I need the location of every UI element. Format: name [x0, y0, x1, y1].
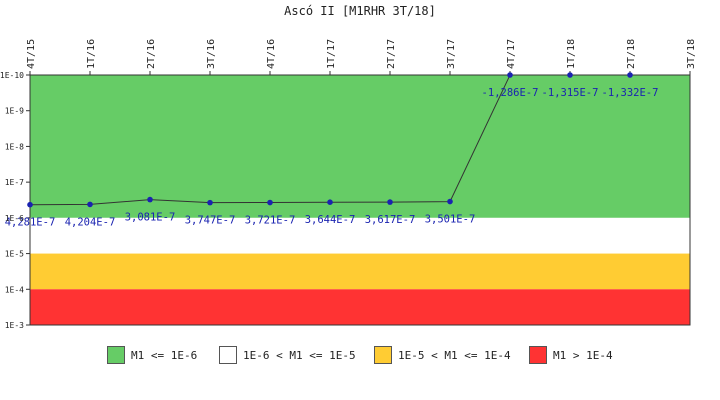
x-tick-label: 1T/18 [566, 39, 577, 69]
data-points [27, 72, 633, 208]
legend-item: 1E-6 < M1 <= 1E-5 [219, 344, 356, 366]
data-point [567, 72, 573, 78]
legend-swatch-yellow [374, 346, 392, 364]
data-point [207, 199, 213, 206]
data-point [327, 199, 333, 205]
data-label: 3,501E-7 [425, 214, 476, 226]
y-tick-label: 1E-3 [5, 321, 24, 330]
x-tick-label: 4T/16 [266, 39, 277, 69]
y-tick-label: 1E-10 [0, 71, 24, 80]
threshold-band [30, 217, 690, 254]
data-point [147, 196, 153, 203]
data-point [627, 72, 633, 78]
x-tick-label: 3T/17 [446, 39, 457, 69]
y-tick-label: 1E-5 [5, 250, 24, 259]
axes [26, 71, 691, 326]
y-tick-label: 1E-8 [5, 142, 24, 151]
threshold-band [30, 289, 690, 325]
legend-label: 1E-5 < M1 <= 1E-4 [398, 348, 511, 362]
x-tick-label: 2T/16 [146, 39, 157, 69]
data-label: 4,281E-7 [5, 217, 56, 229]
data-label: 3,081E-7 [125, 212, 176, 224]
legend-item: 1E-5 < M1 <= 1E-4 [374, 344, 511, 366]
data-point [447, 198, 453, 205]
y-tick-label: 1E-9 [5, 107, 24, 116]
legend-label: M1 <= 1E-6 [131, 348, 198, 362]
data-label: 4,204E-7 [65, 216, 116, 228]
plot-frame [29, 74, 691, 326]
x-tick-label: 3T/18 [686, 39, 697, 69]
x-tick-label: 4T/15 [26, 39, 37, 69]
legend-item: M1 > 1E-4 [529, 344, 613, 366]
data-point [27, 201, 33, 208]
data-point [87, 201, 93, 208]
x-tick-label: 3T/16 [206, 39, 217, 69]
data-point [507, 72, 513, 78]
x-tick-label: 1T/17 [326, 39, 337, 69]
data-label: -1,286E-7 [482, 87, 539, 99]
threshold-band [30, 253, 690, 290]
threshold-band [30, 75, 690, 218]
legend-swatch-green [107, 346, 125, 364]
data-point [387, 199, 393, 205]
data-label: -1,315E-7 [542, 87, 599, 99]
data-label: 3,617E-7 [365, 214, 416, 226]
data-point [267, 199, 273, 206]
legend-label: 1E-6 < M1 <= 1E-5 [243, 348, 356, 362]
x-tick-label: 1T/16 [86, 39, 97, 69]
threshold-bands [30, 75, 690, 325]
legend: M1 <= 1E-6 1E-6 < M1 <= 1E-5 1E-5 < M1 <… [0, 344, 720, 368]
y-axis-ticks: 1E-10 1E-9 1E-8 1E-7 1E-6 1E-5 1E-4 1E-3 [0, 71, 24, 330]
legend-swatch-white [219, 346, 237, 364]
x-tick-label: 2T/18 [626, 39, 637, 69]
y-tick-label: 1E-4 [5, 285, 24, 294]
x-tick-label: 2T/17 [386, 39, 397, 69]
x-axis-ticks: 4T/15 1T/16 2T/16 3T/16 4T/16 1T/17 2T/17 3T/17… [26, 39, 697, 69]
data-label: -1,332E-7 [602, 87, 659, 99]
data-label: 3,644E-7 [305, 214, 356, 226]
legend-label: M1 > 1E-4 [553, 348, 613, 362]
y-tick-label: 1E-6 [5, 214, 24, 223]
data-labels: 4,281E-7 4,204E-7 3,081E-7 3,747E-7 3,721E-7… [5, 87, 659, 229]
y-tick-label: 1E-7 [5, 178, 24, 187]
data-label: 3,747E-7 [185, 215, 236, 227]
x-tick-label: 4T/17 [506, 39, 517, 69]
data-label: 3,721E-7 [245, 215, 296, 227]
legend-item: M1 <= 1E-6 [107, 344, 197, 366]
chart-title: Ascó II [M1RHR 3T/18] [284, 4, 436, 18]
legend-swatch-red [529, 346, 547, 364]
